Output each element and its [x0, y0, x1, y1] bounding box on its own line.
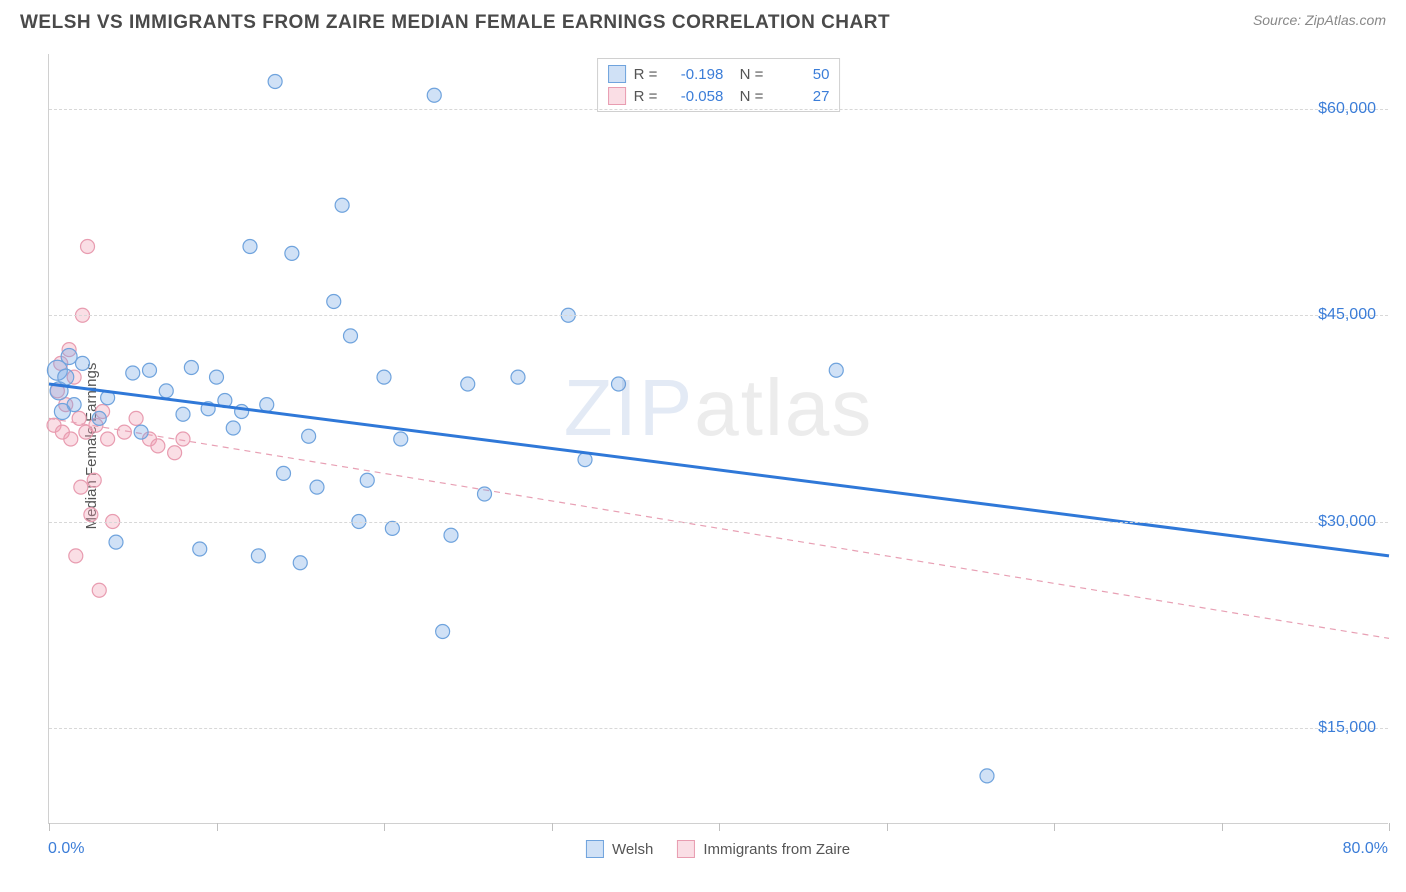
data-point-zaire — [69, 549, 83, 563]
data-point-zaire — [168, 446, 182, 460]
correlation-row-welsh: R = -0.198 N = 50 — [608, 63, 830, 85]
gridline — [49, 109, 1388, 110]
r-label: R = — [634, 88, 658, 105]
data-point-welsh — [109, 535, 123, 549]
source-label: Source: ZipAtlas.com — [1253, 12, 1386, 28]
data-point-welsh — [54, 404, 70, 420]
n-value-welsh: 50 — [771, 66, 829, 83]
gridline — [49, 315, 1388, 316]
y-tick-label: $45,000 — [1318, 306, 1376, 324]
data-point-zaire — [81, 240, 95, 254]
x-tick — [1389, 823, 1390, 831]
data-point-zaire — [92, 583, 106, 597]
data-point-welsh — [612, 377, 626, 391]
x-tick — [384, 823, 385, 831]
data-point-zaire — [176, 432, 190, 446]
x-tick — [887, 823, 888, 831]
r-value-welsh: -0.198 — [665, 66, 723, 83]
data-point-welsh — [344, 329, 358, 343]
data-point-welsh — [293, 556, 307, 570]
data-point-welsh — [268, 75, 282, 89]
data-point-welsh — [285, 246, 299, 260]
x-max-label: 80.0% — [1343, 840, 1388, 858]
data-point-welsh — [260, 398, 274, 412]
data-point-welsh — [159, 384, 173, 398]
y-tick-label: $60,000 — [1318, 100, 1376, 118]
data-point-zaire — [64, 432, 78, 446]
data-point-welsh — [58, 369, 74, 385]
data-point-welsh — [427, 88, 441, 102]
data-point-welsh — [134, 425, 148, 439]
data-point-welsh — [461, 377, 475, 391]
y-tick-label: $15,000 — [1318, 719, 1376, 737]
r-value-zaire: -0.058 — [665, 88, 723, 105]
data-point-welsh — [829, 363, 843, 377]
data-point-welsh — [277, 466, 291, 480]
data-point-welsh — [126, 366, 140, 380]
chart-container: ZIPatlas R = -0.198 N = 50 R = -0.058 N … — [48, 54, 1388, 824]
x-tick — [49, 823, 50, 831]
gridline — [49, 728, 1388, 729]
swatch-welsh — [608, 65, 626, 83]
chart-title: WELSH VS IMMIGRANTS FROM ZAIRE MEDIAN FE… — [20, 12, 890, 34]
data-point-welsh — [436, 625, 450, 639]
data-point-welsh — [243, 240, 257, 254]
data-point-welsh — [76, 356, 90, 370]
legend-label-zaire: Immigrants from Zaire — [703, 841, 850, 858]
data-point-welsh — [360, 473, 374, 487]
data-point-welsh — [377, 370, 391, 384]
data-point-welsh — [394, 432, 408, 446]
data-point-welsh — [444, 528, 458, 542]
r-label: R = — [634, 66, 658, 83]
plot-area: ZIPatlas R = -0.198 N = 50 R = -0.058 N … — [48, 54, 1388, 824]
data-point-welsh — [251, 549, 265, 563]
data-point-zaire — [72, 411, 86, 425]
series-legend: Welsh Immigrants from Zaire — [586, 840, 850, 858]
chart-svg — [49, 54, 1389, 824]
data-point-welsh — [143, 363, 157, 377]
trend-line-welsh — [49, 384, 1389, 556]
gridline — [49, 522, 1388, 523]
data-point-welsh — [310, 480, 324, 494]
x-min-label: 0.0% — [48, 840, 84, 858]
data-point-zaire — [74, 480, 88, 494]
legend-item-welsh: Welsh — [586, 840, 653, 858]
data-point-welsh — [327, 295, 341, 309]
x-tick — [552, 823, 553, 831]
data-point-welsh — [385, 521, 399, 535]
data-point-welsh — [478, 487, 492, 501]
trend-line-zaire — [49, 418, 1389, 638]
n-value-zaire: 27 — [771, 88, 829, 105]
data-point-welsh — [511, 370, 525, 384]
x-tick — [719, 823, 720, 831]
data-point-welsh — [176, 407, 190, 421]
data-point-welsh — [980, 769, 994, 783]
legend-item-zaire: Immigrants from Zaire — [677, 840, 850, 858]
x-tick — [1054, 823, 1055, 831]
data-point-welsh — [92, 411, 106, 425]
correlation-legend: R = -0.198 N = 50 R = -0.058 N = 27 — [597, 58, 841, 112]
data-point-welsh — [335, 198, 349, 212]
correlation-row-zaire: R = -0.058 N = 27 — [608, 85, 830, 107]
data-point-zaire — [101, 432, 115, 446]
n-label: N = — [731, 66, 763, 83]
y-tick-label: $30,000 — [1318, 513, 1376, 531]
data-point-welsh — [184, 361, 198, 375]
data-point-welsh — [61, 349, 77, 365]
data-point-zaire — [87, 473, 101, 487]
data-point-zaire — [84, 508, 98, 522]
legend-label-welsh: Welsh — [612, 841, 653, 858]
data-point-welsh — [302, 429, 316, 443]
data-point-welsh — [226, 421, 240, 435]
n-label: N = — [731, 88, 763, 105]
swatch-zaire — [608, 87, 626, 105]
x-tick — [217, 823, 218, 831]
data-point-welsh — [210, 370, 224, 384]
swatch-zaire — [677, 840, 695, 858]
data-point-welsh — [193, 542, 207, 556]
data-point-zaire — [151, 439, 165, 453]
data-point-zaire — [129, 411, 143, 425]
swatch-welsh — [586, 840, 604, 858]
x-tick — [1222, 823, 1223, 831]
